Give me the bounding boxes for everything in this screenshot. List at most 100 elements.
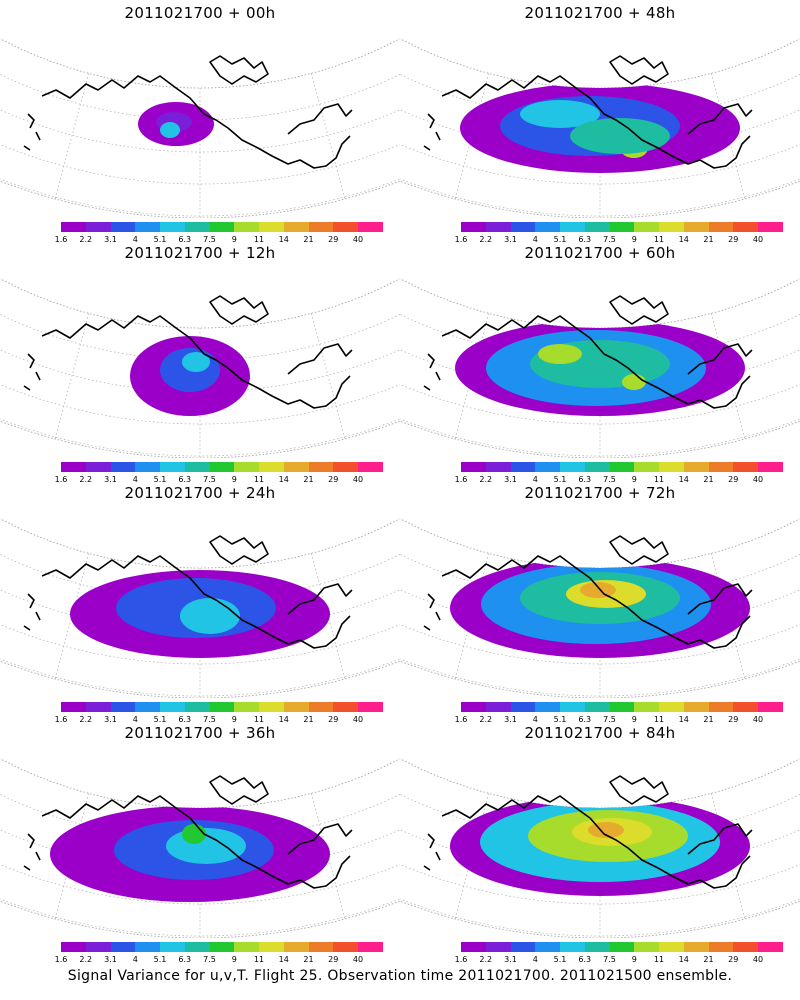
colorbar xyxy=(61,702,383,712)
colorbar-swatch xyxy=(560,222,585,232)
colorbar xyxy=(461,942,783,952)
colorbar-tick-label: 7.5 xyxy=(603,955,616,964)
colorbar-swatch xyxy=(535,462,560,472)
colorbar xyxy=(61,462,383,472)
colorbar-labels: 1.6 2.2 3.1 4 5.1 6.3 7.5 9 11 14 21 29 40 xyxy=(49,475,369,485)
colorbar-tick-label: 5.1 xyxy=(553,955,567,964)
variance-contour xyxy=(520,100,600,128)
colorbar-tick-label: 5.1 xyxy=(153,235,167,244)
colorbar-swatch xyxy=(708,702,734,712)
colorbar-tick-label: 9 xyxy=(231,955,237,964)
colorbar-tick-label: 9 xyxy=(231,475,237,484)
colorbar-swatch xyxy=(485,942,511,952)
colorbar-swatch xyxy=(461,702,486,712)
colorbar-swatch xyxy=(234,222,259,232)
colorbar-swatch xyxy=(485,222,511,232)
colorbar-swatch xyxy=(85,222,111,232)
colorbar-tick-label: 14 xyxy=(678,475,689,484)
graticule xyxy=(0,18,400,218)
colorbar-swatch xyxy=(209,942,235,952)
coastline xyxy=(23,775,353,889)
colorbar-tick-label: 29 xyxy=(728,475,739,484)
colorbar-tick-label: 5.1 xyxy=(153,715,167,724)
colorbar-swatch xyxy=(209,702,235,712)
forecast-map xyxy=(400,258,800,458)
colorbar-swatch xyxy=(85,702,111,712)
map-panel: 2011021700 + 48h 1.6 2.2 3.1 4 5.1 6.3 7.5 9 11 14… xyxy=(400,0,800,246)
colorbar-tick-label: 21 xyxy=(703,955,714,964)
coastline xyxy=(423,535,753,649)
colorbar-swatch xyxy=(708,942,734,952)
colorbar xyxy=(461,702,783,712)
colorbar-tick-label: 3.1 xyxy=(504,955,517,964)
colorbar-swatch xyxy=(184,222,210,232)
colorbar-tick-label: 29 xyxy=(728,715,739,724)
colorbar-tick-label: 40 xyxy=(352,235,364,244)
colorbar-tick-label: 40 xyxy=(352,475,364,484)
variance-contour xyxy=(166,828,246,864)
colorbar-swatch xyxy=(758,942,783,952)
variance-field xyxy=(138,102,214,146)
colorbar-tick-label: 6.3 xyxy=(578,475,592,484)
colorbar-tick-label: 11 xyxy=(253,715,265,724)
map-panel: 2011021700 + 60h 1.6 2.2 3.1 4 5.1 6.3 7.5 9 11 14… xyxy=(400,240,800,486)
variance-field xyxy=(460,83,740,173)
colorbar-tick-label: 7.5 xyxy=(603,475,616,484)
colorbar-swatch xyxy=(584,222,610,232)
coastline xyxy=(23,295,353,409)
colorbar-swatch xyxy=(283,222,309,232)
colorbar-tick-label: 11 xyxy=(653,475,665,484)
map-frame xyxy=(400,278,800,458)
colorbar-swatch xyxy=(733,702,758,712)
colorbar-tick-label: 2.2 xyxy=(79,955,93,964)
colorbar-swatch xyxy=(733,942,758,952)
colorbar-tick-label: 9 xyxy=(631,955,637,964)
colorbar-tick-label: 11 xyxy=(653,715,665,724)
colorbar-tick-label: 4 xyxy=(532,715,538,724)
colorbar-swatch xyxy=(61,462,86,472)
colorbar-swatch xyxy=(584,942,610,952)
colorbar-tick-label: 4 xyxy=(532,955,538,964)
colorbar-swatch xyxy=(708,462,734,472)
colorbar-tick-label: 1.6 xyxy=(454,235,468,244)
colorbar-tick-label: 3.1 xyxy=(504,715,517,724)
colorbar-swatch xyxy=(61,222,86,232)
colorbar-swatch xyxy=(634,462,659,472)
colorbar-tick-label: 3.1 xyxy=(104,715,117,724)
colorbar xyxy=(61,942,383,952)
colorbar-tick-label: 4 xyxy=(132,235,138,244)
colorbar-tick-label: 1.6 xyxy=(454,715,468,724)
colorbar-tick-label: 29 xyxy=(328,235,339,244)
colorbar-tick-label: 3.1 xyxy=(104,955,117,964)
map-frame xyxy=(0,278,400,458)
colorbar-swatch xyxy=(683,222,709,232)
colorbar-swatch xyxy=(758,222,783,232)
colorbar-tick-label: 11 xyxy=(253,955,265,964)
colorbar-swatch xyxy=(308,462,334,472)
colorbar-swatch xyxy=(184,462,210,472)
colorbar-swatch xyxy=(535,222,560,232)
colorbar-tick-label: 29 xyxy=(728,955,739,964)
colorbar-swatch xyxy=(110,222,136,232)
colorbar-tick-label: 21 xyxy=(303,715,314,724)
colorbar-swatch xyxy=(560,462,585,472)
colorbar-labels: 1.6 2.2 3.1 4 5.1 6.3 7.5 9 11 14 21 29 40 xyxy=(449,235,769,245)
forecast-map xyxy=(0,738,400,938)
map-frame xyxy=(400,758,800,938)
colorbar-swatch xyxy=(510,942,536,952)
colorbar-swatch xyxy=(234,942,259,952)
colorbar-tick-label: 9 xyxy=(231,715,237,724)
colorbar-tick-label: 40 xyxy=(352,715,364,724)
colorbar-swatch xyxy=(461,462,486,472)
colorbar-tick-label: 29 xyxy=(728,235,739,244)
variance-contour xyxy=(160,122,180,138)
colorbar-swatch xyxy=(110,462,136,472)
colorbar-labels: 1.6 2.2 3.1 4 5.1 6.3 7.5 9 11 14 21 29 40 xyxy=(449,955,769,965)
colorbar-tick-label: 2.2 xyxy=(79,475,93,484)
colorbar-swatch xyxy=(160,462,185,472)
variance-field xyxy=(455,320,745,416)
colorbar-tick-label: 1.6 xyxy=(54,715,68,724)
coastline xyxy=(423,775,753,889)
colorbar-tick-label: 9 xyxy=(631,715,637,724)
